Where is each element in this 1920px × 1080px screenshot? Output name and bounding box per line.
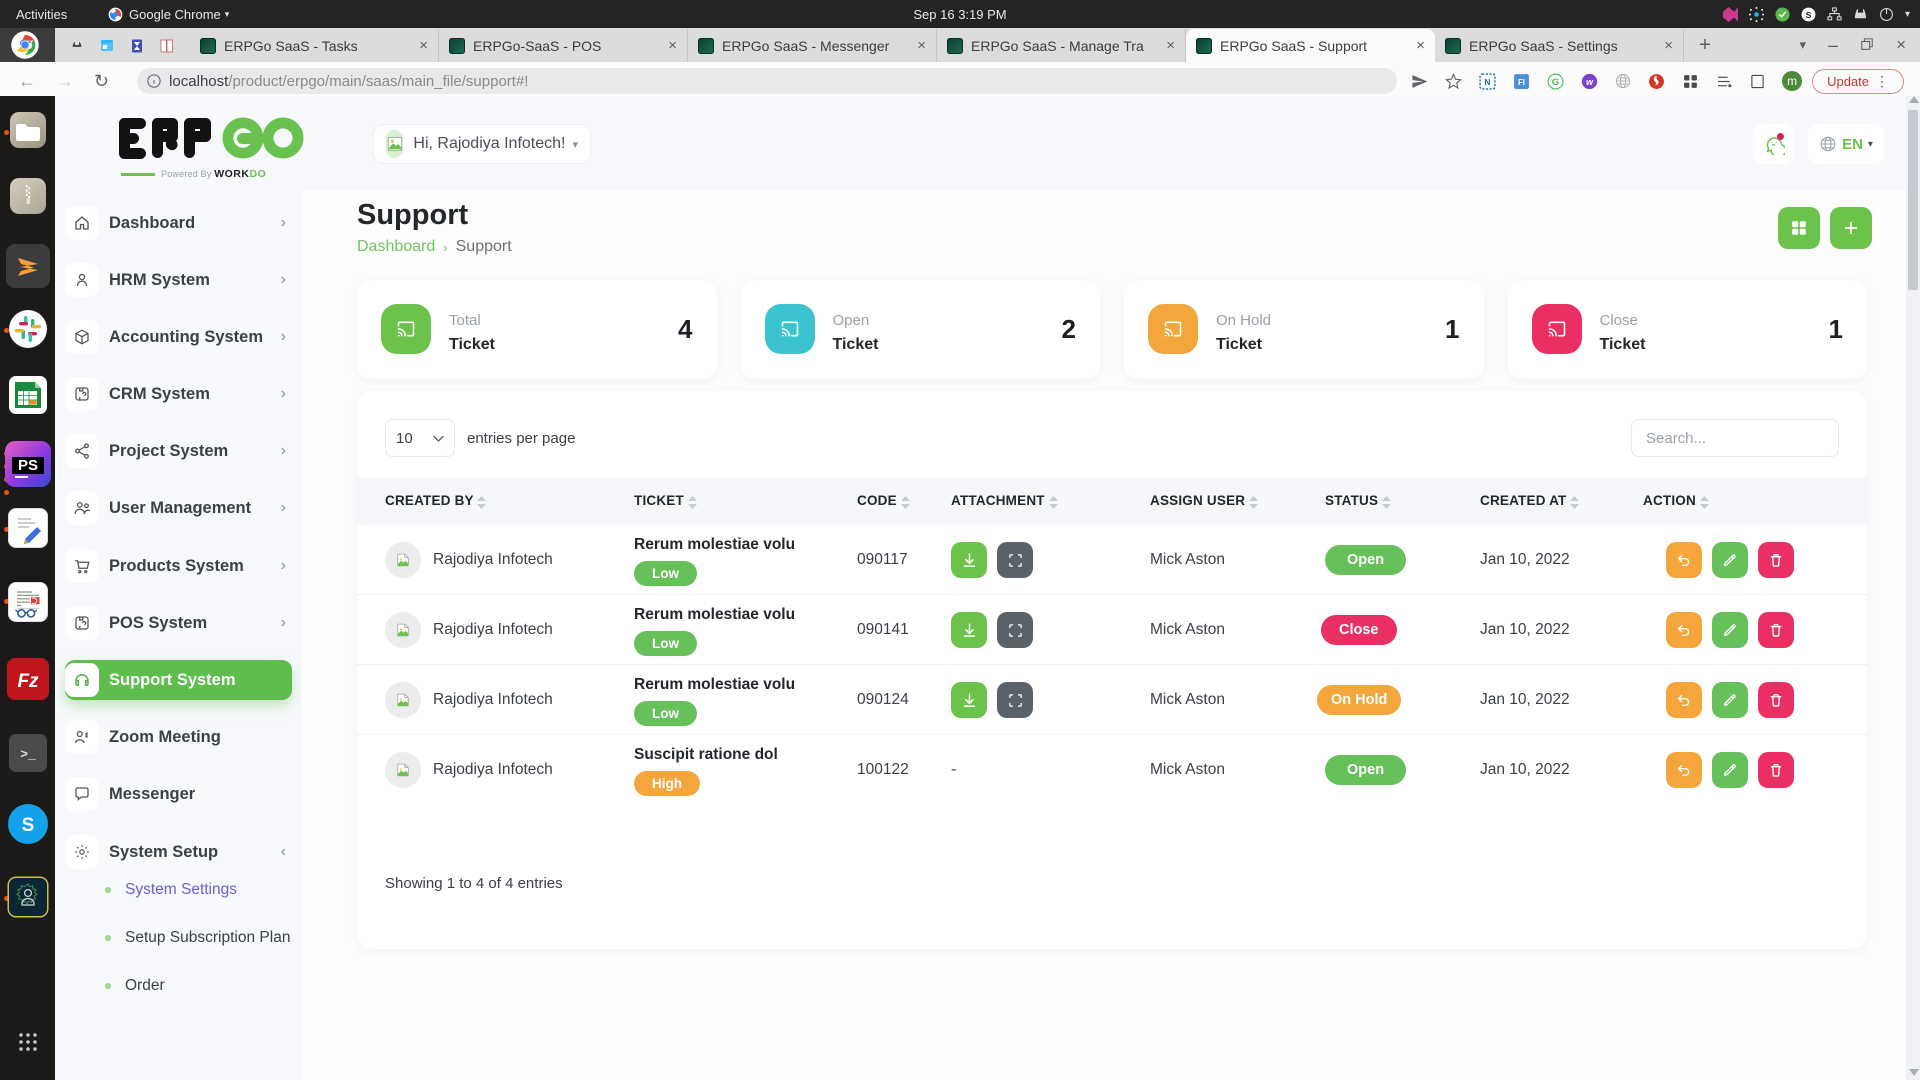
svg-text:>_: >_	[20, 747, 36, 762]
svg-text:S: S	[1806, 9, 1812, 19]
svg-text:FI: FI	[1518, 78, 1525, 87]
svg-text:G: G	[1552, 77, 1559, 88]
svg-text:w: w	[1586, 77, 1594, 87]
svg-text:N: N	[1485, 77, 1491, 87]
svg-text:S: S	[22, 815, 35, 836]
svg-text:Fz: Fz	[17, 671, 39, 692]
